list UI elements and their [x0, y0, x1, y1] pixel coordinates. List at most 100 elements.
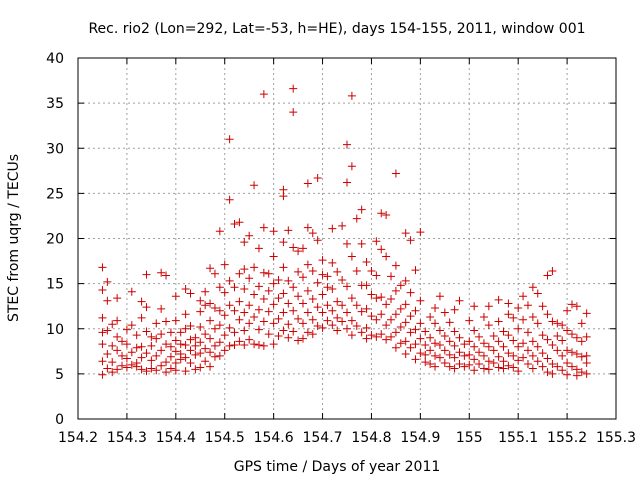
- data-point: [519, 315, 528, 324]
- data-point: [377, 209, 386, 218]
- data-point: [303, 328, 312, 337]
- data-point: [206, 299, 215, 308]
- data-point: [494, 317, 503, 326]
- data-point: [289, 306, 298, 315]
- data-point: [347, 331, 356, 340]
- data-point: [406, 312, 415, 321]
- data-point: [406, 343, 415, 352]
- data-point: [225, 341, 234, 350]
- data-point: [572, 371, 581, 380]
- data-point: [166, 342, 175, 351]
- data-point: [225, 276, 234, 285]
- data-point: [259, 294, 268, 303]
- data-point: [377, 245, 386, 254]
- data-point: [191, 365, 200, 374]
- data-point: [333, 326, 342, 335]
- data-point: [186, 322, 195, 331]
- data-point: [181, 285, 190, 294]
- data-point: [519, 353, 528, 362]
- data-point: [347, 91, 356, 100]
- data-point: [284, 226, 293, 235]
- data-point: [230, 220, 239, 229]
- data-point: [328, 285, 337, 294]
- data-point: [528, 283, 537, 292]
- data-point: [494, 352, 503, 361]
- data-point: [572, 333, 581, 342]
- data-point: [372, 237, 381, 246]
- data-point: [137, 313, 146, 322]
- data-point: [450, 305, 459, 314]
- data-point: [98, 313, 107, 322]
- data-point: [558, 321, 567, 330]
- data-point: [328, 224, 337, 233]
- data-point: [210, 341, 219, 350]
- data-point: [235, 269, 244, 278]
- x-tick-label: 154.8: [351, 430, 391, 446]
- data-points: [98, 84, 591, 380]
- data-point: [333, 267, 342, 276]
- data-point: [113, 294, 122, 303]
- data-point: [582, 309, 591, 318]
- data-point: [191, 341, 200, 350]
- data-point: [431, 319, 440, 328]
- data-point: [391, 169, 400, 178]
- data-point: [274, 276, 283, 285]
- data-point: [450, 327, 459, 336]
- data-point: [494, 337, 503, 346]
- data-point: [201, 301, 210, 310]
- data-point: [387, 294, 396, 303]
- data-point: [318, 270, 327, 279]
- data-point: [279, 289, 288, 298]
- data-point: [445, 362, 454, 371]
- data-point: [294, 247, 303, 256]
- data-point: [284, 276, 293, 285]
- data-point: [401, 350, 410, 359]
- data-point: [377, 330, 386, 339]
- data-point: [250, 290, 259, 299]
- data-point: [137, 365, 146, 374]
- data-point: [543, 368, 552, 377]
- data-point: [157, 304, 166, 313]
- data-point: [479, 339, 488, 348]
- data-point: [494, 363, 503, 372]
- data-point: [254, 282, 263, 291]
- data-point: [318, 256, 327, 265]
- data-point: [563, 346, 572, 355]
- data-point: [181, 367, 190, 376]
- data-point: [479, 313, 488, 322]
- y-axis-label: STEC from uqrg / TECUs: [6, 154, 22, 322]
- data-point: [152, 366, 161, 375]
- data-point: [137, 342, 146, 351]
- data-point: [382, 252, 391, 261]
- data-point: [264, 286, 273, 295]
- data-point: [475, 359, 484, 368]
- data-point: [157, 346, 166, 355]
- data-point: [347, 252, 356, 261]
- data-point: [162, 317, 171, 326]
- axis-ticks: 154.2 154.3 154.4 154.5 154.6 154.7 154.8 154.9…: [46, 51, 636, 446]
- data-point: [196, 349, 205, 358]
- data-point: [152, 334, 161, 343]
- data-point: [396, 281, 405, 290]
- data-point: [269, 252, 278, 261]
- data-point: [118, 337, 127, 346]
- data-point: [352, 266, 361, 275]
- data-point: [230, 306, 239, 315]
- data-point: [421, 350, 430, 359]
- data-point: [303, 308, 312, 317]
- data-point: [548, 359, 557, 368]
- data-point: [460, 351, 469, 360]
- data-point: [455, 348, 464, 357]
- data-point: [225, 323, 234, 332]
- data-point: [416, 319, 425, 328]
- data-point: [210, 269, 219, 278]
- data-point: [147, 356, 156, 365]
- x-tick-label: 154.6: [254, 430, 294, 446]
- data-point: [504, 299, 513, 308]
- data-point: [166, 364, 175, 373]
- data-point: [401, 229, 410, 238]
- data-point: [391, 286, 400, 295]
- data-point: [245, 231, 254, 240]
- y-tick-label: 30: [46, 141, 64, 157]
- data-point: [113, 316, 122, 325]
